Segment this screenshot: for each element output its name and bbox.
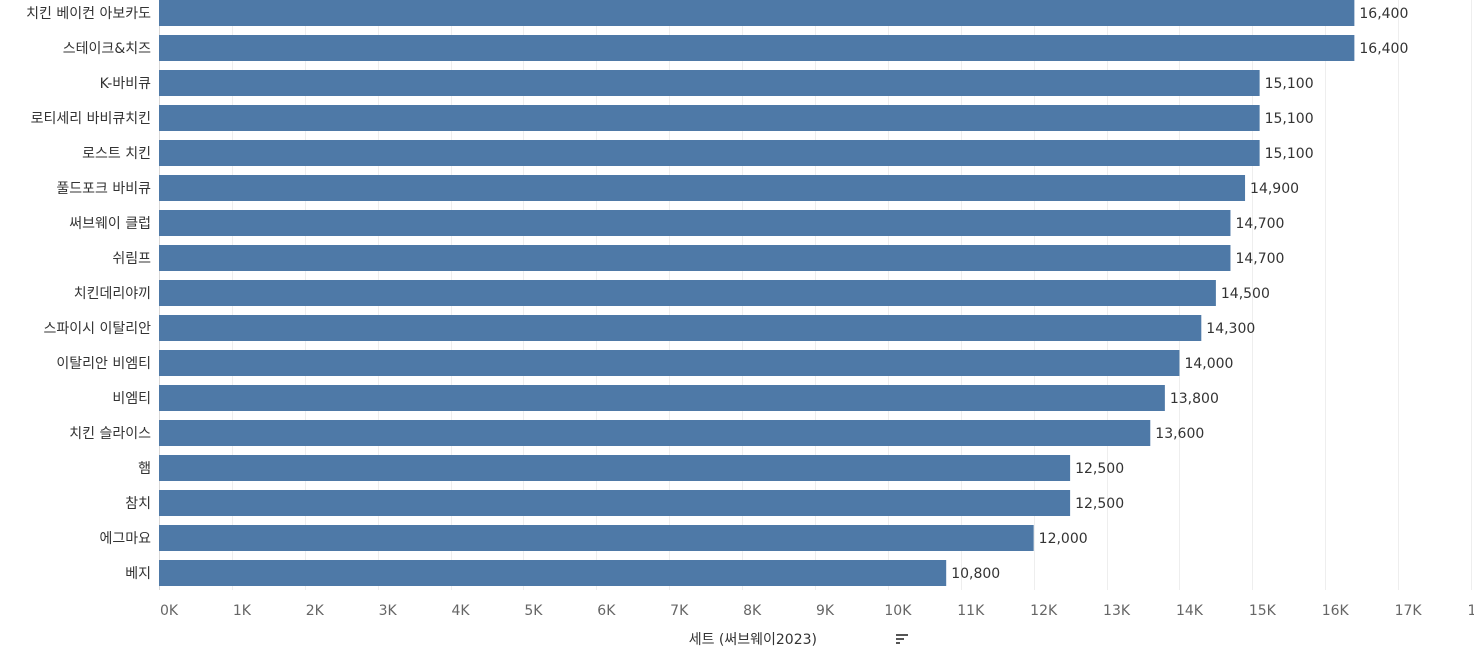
value-label: 14,700 (1235, 251, 1284, 267)
x-tick-label: 8K (743, 603, 762, 619)
bar[interactable] (159, 35, 1355, 61)
category-label: 비엠티 (112, 391, 151, 407)
category-label: 로티세리 바비큐치킨 (31, 111, 151, 127)
x-tick-label: 13K (1103, 603, 1131, 619)
category-label: 스파이시 이탈리안 (44, 321, 152, 337)
x-tick-label: 14K (1176, 603, 1204, 619)
category-label: 치킨데리야끼 (74, 286, 151, 302)
x-tick-label: 6K (597, 603, 616, 619)
bar[interactable] (159, 105, 1260, 131)
value-label: 16,400 (1359, 41, 1408, 57)
value-label: 13,600 (1155, 426, 1204, 442)
value-label: 14,900 (1250, 181, 1299, 197)
value-label: 15,100 (1265, 146, 1314, 162)
category-label: 풀드포크 바비큐 (56, 181, 151, 197)
x-tick-label: 9K (816, 603, 835, 619)
value-label: 15,100 (1265, 76, 1314, 92)
x-tick-label: 10K (884, 603, 912, 619)
bar[interactable] (159, 245, 1231, 271)
x-tick-label: 5K (524, 603, 543, 619)
value-label: 15,100 (1265, 111, 1314, 127)
value-label: 14,000 (1184, 356, 1233, 372)
bar[interactable] (159, 385, 1165, 411)
x-tick-label: 16K (1322, 603, 1350, 619)
category-label: 치킨 베이컨 아보카도 (26, 6, 151, 22)
category-label: 햄 (138, 461, 151, 477)
value-label: 14,300 (1206, 321, 1255, 337)
bar[interactable] (159, 140, 1260, 166)
sort-descending-icon[interactable] (896, 634, 908, 644)
bar[interactable] (159, 280, 1216, 306)
value-label: 12,000 (1039, 531, 1088, 547)
bar[interactable] (159, 175, 1246, 201)
bar[interactable] (159, 315, 1202, 341)
x-tick-label: 4K (452, 603, 471, 619)
category-label: 써브웨이 클럽 (69, 216, 151, 232)
value-label: 14,700 (1235, 216, 1284, 232)
bar[interactable] (159, 560, 947, 586)
bar[interactable] (159, 350, 1180, 376)
bar[interactable] (159, 455, 1071, 481)
x-axis-ticks: 0K 1K 2K 3K 4K 5K 6K 7K 8K 9K 10K 11K 12K 13K 14K 15K 16… (160, 603, 1474, 619)
bar[interactable] (159, 420, 1151, 446)
value-label: 12,500 (1075, 461, 1124, 477)
x-tick-label: 12K (1030, 603, 1058, 619)
bar[interactable] (159, 210, 1231, 236)
x-tick-label: 17K (1395, 603, 1423, 619)
value-label: 12,500 (1075, 496, 1124, 512)
bars (159, 0, 1355, 586)
x-tick-label: 2K (306, 603, 325, 619)
category-label: 에그마요 (99, 531, 151, 547)
bar[interactable] (159, 490, 1071, 516)
bar[interactable] (159, 70, 1260, 96)
bar[interactable] (159, 0, 1355, 26)
category-label: 이탈리안 비엠티 (56, 356, 151, 372)
category-label: 스테이크&치즈 (63, 41, 151, 57)
x-tick-label: 11K (957, 603, 985, 619)
x-tick-label: 15K (1249, 603, 1277, 619)
x-tick-label: 7K (670, 603, 689, 619)
x-tick-label: 3K (379, 603, 398, 619)
x-axis-title: 세트 (써브웨이2023) (689, 632, 817, 648)
category-label: 참치 (125, 496, 151, 512)
category-label: 베지 (125, 566, 151, 582)
category-label: 치킨 슬라이스 (69, 426, 151, 442)
bar[interactable] (159, 525, 1034, 551)
value-label: 16,400 (1359, 6, 1408, 22)
value-label: 14,500 (1221, 286, 1270, 302)
value-labels: 16,400 16,400 15,100 15,100 15,100 14,900 14,7… (951, 6, 1408, 582)
category-label: 쉬림프 (112, 251, 151, 267)
category-label: 로스트 치킨 (82, 146, 151, 162)
category-label: K-바비큐 (100, 76, 152, 92)
x-tick-label: 1K (233, 603, 252, 619)
value-label: 10,800 (951, 566, 1000, 582)
value-label: 13,800 (1170, 391, 1219, 407)
x-tick-label: 0K (160, 603, 179, 619)
x-tick-label: 18K (1468, 603, 1474, 619)
